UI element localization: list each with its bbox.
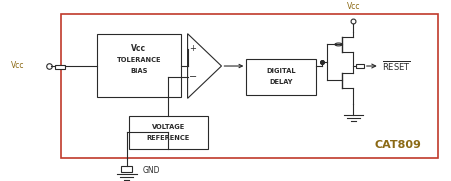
Text: +: + <box>189 45 196 53</box>
Text: DIGITAL: DIGITAL <box>266 68 295 74</box>
Text: −: − <box>189 72 197 82</box>
Bar <box>97 34 180 96</box>
Bar <box>120 166 132 172</box>
Bar <box>61 14 437 158</box>
Bar <box>55 65 64 69</box>
Text: GND: GND <box>142 166 160 175</box>
Bar <box>129 116 207 149</box>
Text: $\overline{\rm RESET}$: $\overline{\rm RESET}$ <box>381 59 410 73</box>
Circle shape <box>334 43 341 46</box>
Text: Vᴄᴄ: Vᴄᴄ <box>346 2 359 11</box>
Bar <box>355 64 363 68</box>
Text: BIAS: BIAS <box>130 68 147 74</box>
Text: DELAY: DELAY <box>269 79 292 85</box>
Text: CAT809: CAT809 <box>373 140 420 150</box>
Text: Vᴄᴄ: Vᴄᴄ <box>11 61 25 70</box>
Polygon shape <box>187 34 221 98</box>
Text: REFERENCE: REFERENCE <box>147 135 189 141</box>
Text: TOLERANCE: TOLERANCE <box>116 57 161 63</box>
Text: Vᴄᴄ: Vᴄᴄ <box>131 44 146 52</box>
Bar <box>246 59 316 95</box>
Text: VOLTAGE: VOLTAGE <box>152 124 184 130</box>
